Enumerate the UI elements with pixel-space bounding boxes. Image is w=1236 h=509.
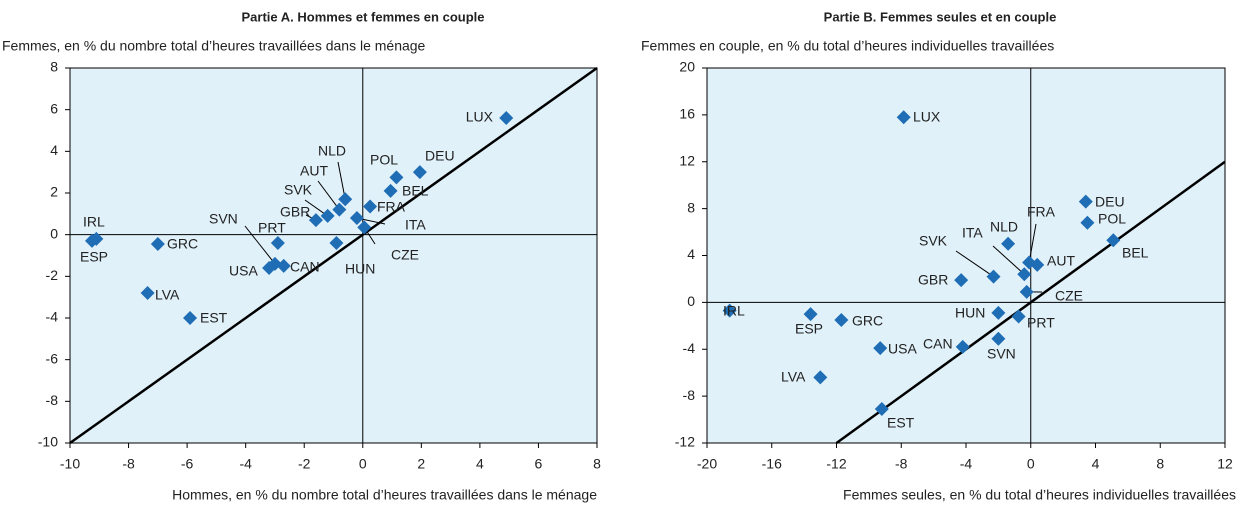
- point-label: BEL: [402, 183, 429, 199]
- x-tick-label: 6: [535, 456, 543, 472]
- x-tick-label: 8: [1156, 456, 1164, 472]
- x-tick-label: 0: [1027, 456, 1035, 472]
- y-tick-label: 4: [50, 142, 58, 158]
- y-tick-label: -10: [38, 434, 58, 450]
- point-label: GBR: [280, 204, 310, 220]
- point-label: LVA: [155, 287, 180, 303]
- y-tick-label: 0: [50, 225, 58, 241]
- point-label: ITA: [962, 225, 983, 241]
- x-axis-label: Femmes seules, en % du total d’heures in…: [843, 487, 1236, 503]
- x-tick-label: -16: [762, 456, 782, 472]
- y-tick-label: -12: [675, 434, 695, 450]
- point-label: LUX: [913, 109, 941, 125]
- point-label: GRC: [167, 236, 198, 252]
- x-tick-label: 4: [1092, 456, 1100, 472]
- y-tick-label: -6: [46, 350, 59, 366]
- point-label: CZE: [391, 247, 419, 263]
- y-tick-label: 0: [687, 293, 695, 309]
- point-label: LVA: [781, 369, 806, 385]
- y-tick-label: -4: [46, 309, 59, 325]
- point-label: USA: [888, 341, 917, 357]
- x-tick-label: 4: [476, 456, 484, 472]
- point-label: SVN: [209, 211, 238, 227]
- y-axis-label: Femmes en couple, en % du total d’heures…: [641, 38, 1054, 54]
- point-label: CAN: [923, 336, 953, 352]
- point-label: PRT: [1027, 315, 1055, 331]
- x-tick-label: -10: [60, 456, 80, 472]
- point-label: DEU: [425, 148, 455, 164]
- y-tick-label: 16: [679, 106, 695, 122]
- y-tick-label: 8: [687, 199, 695, 215]
- x-tick-label: 12: [1217, 456, 1233, 472]
- x-tick-label: -8: [895, 456, 908, 472]
- point-label: POL: [1098, 211, 1126, 227]
- point-label: FRA: [377, 199, 406, 215]
- x-axis-label: Hommes, en % du nombre total d’heures tr…: [172, 487, 597, 503]
- x-tick-label: -4: [960, 456, 973, 472]
- y-tick-label: 12: [679, 152, 695, 168]
- y-tick-label: -4: [683, 340, 696, 356]
- point-label: CZE: [1055, 288, 1083, 304]
- chart-title: Partie B. Femmes seules et en couple: [824, 9, 1057, 24]
- point-label: ESP: [795, 321, 823, 337]
- point-label: USA: [229, 263, 258, 279]
- point-label: HUN: [345, 261, 375, 277]
- point-label: NLD: [318, 143, 346, 159]
- y-tick-label: -2: [46, 267, 59, 283]
- point-label: DEU: [1095, 194, 1125, 210]
- point-label: PRT: [258, 220, 286, 236]
- point-label: AUT: [300, 163, 328, 179]
- x-tick-label: -2: [298, 456, 311, 472]
- y-tick-label: 20: [679, 59, 695, 75]
- point-label: GBR: [918, 272, 948, 288]
- y-tick-label: -8: [683, 387, 696, 403]
- point-label: SVK: [284, 182, 313, 198]
- y-tick-label: -8: [46, 392, 59, 408]
- point-label: IRL: [83, 214, 105, 230]
- x-tick-label: -4: [239, 456, 252, 472]
- x-tick-label: -12: [826, 456, 846, 472]
- x-tick-label: 2: [417, 456, 425, 472]
- point-label: ESP: [80, 249, 108, 265]
- x-tick-label: 0: [359, 456, 367, 472]
- point-label: SVN: [987, 346, 1016, 362]
- point-label: FRA: [1027, 204, 1056, 220]
- y-tick-label: 4: [687, 246, 695, 262]
- point-label: HUN: [955, 305, 985, 321]
- y-axis-label: Femmes, en % du nombre total d’heures tr…: [2, 38, 426, 54]
- chart-title: Partie A. Hommes et femmes en couple: [242, 9, 485, 24]
- point-label: EST: [200, 310, 228, 326]
- y-tick-label: 8: [50, 59, 58, 75]
- point-label: AUT: [1047, 253, 1075, 269]
- y-tick-label: 6: [50, 100, 58, 116]
- point-label: SVK: [919, 233, 948, 249]
- point-label: GRC: [852, 313, 883, 329]
- point-label: ITA: [405, 217, 426, 233]
- point-label: BEL: [1122, 245, 1149, 261]
- x-tick-label: -6: [181, 456, 194, 472]
- y-tick-label: 2: [50, 184, 58, 200]
- point-label: NLD: [990, 219, 1018, 235]
- point-label: CAN: [290, 259, 320, 275]
- point-label: POL: [370, 152, 398, 168]
- x-tick-label: -8: [122, 456, 135, 472]
- x-tick-label: -20: [697, 456, 717, 472]
- point-label: IRL: [723, 303, 745, 319]
- point-label: EST: [887, 415, 915, 431]
- x-tick-label: 8: [593, 456, 601, 472]
- point-label: LUX: [466, 109, 494, 125]
